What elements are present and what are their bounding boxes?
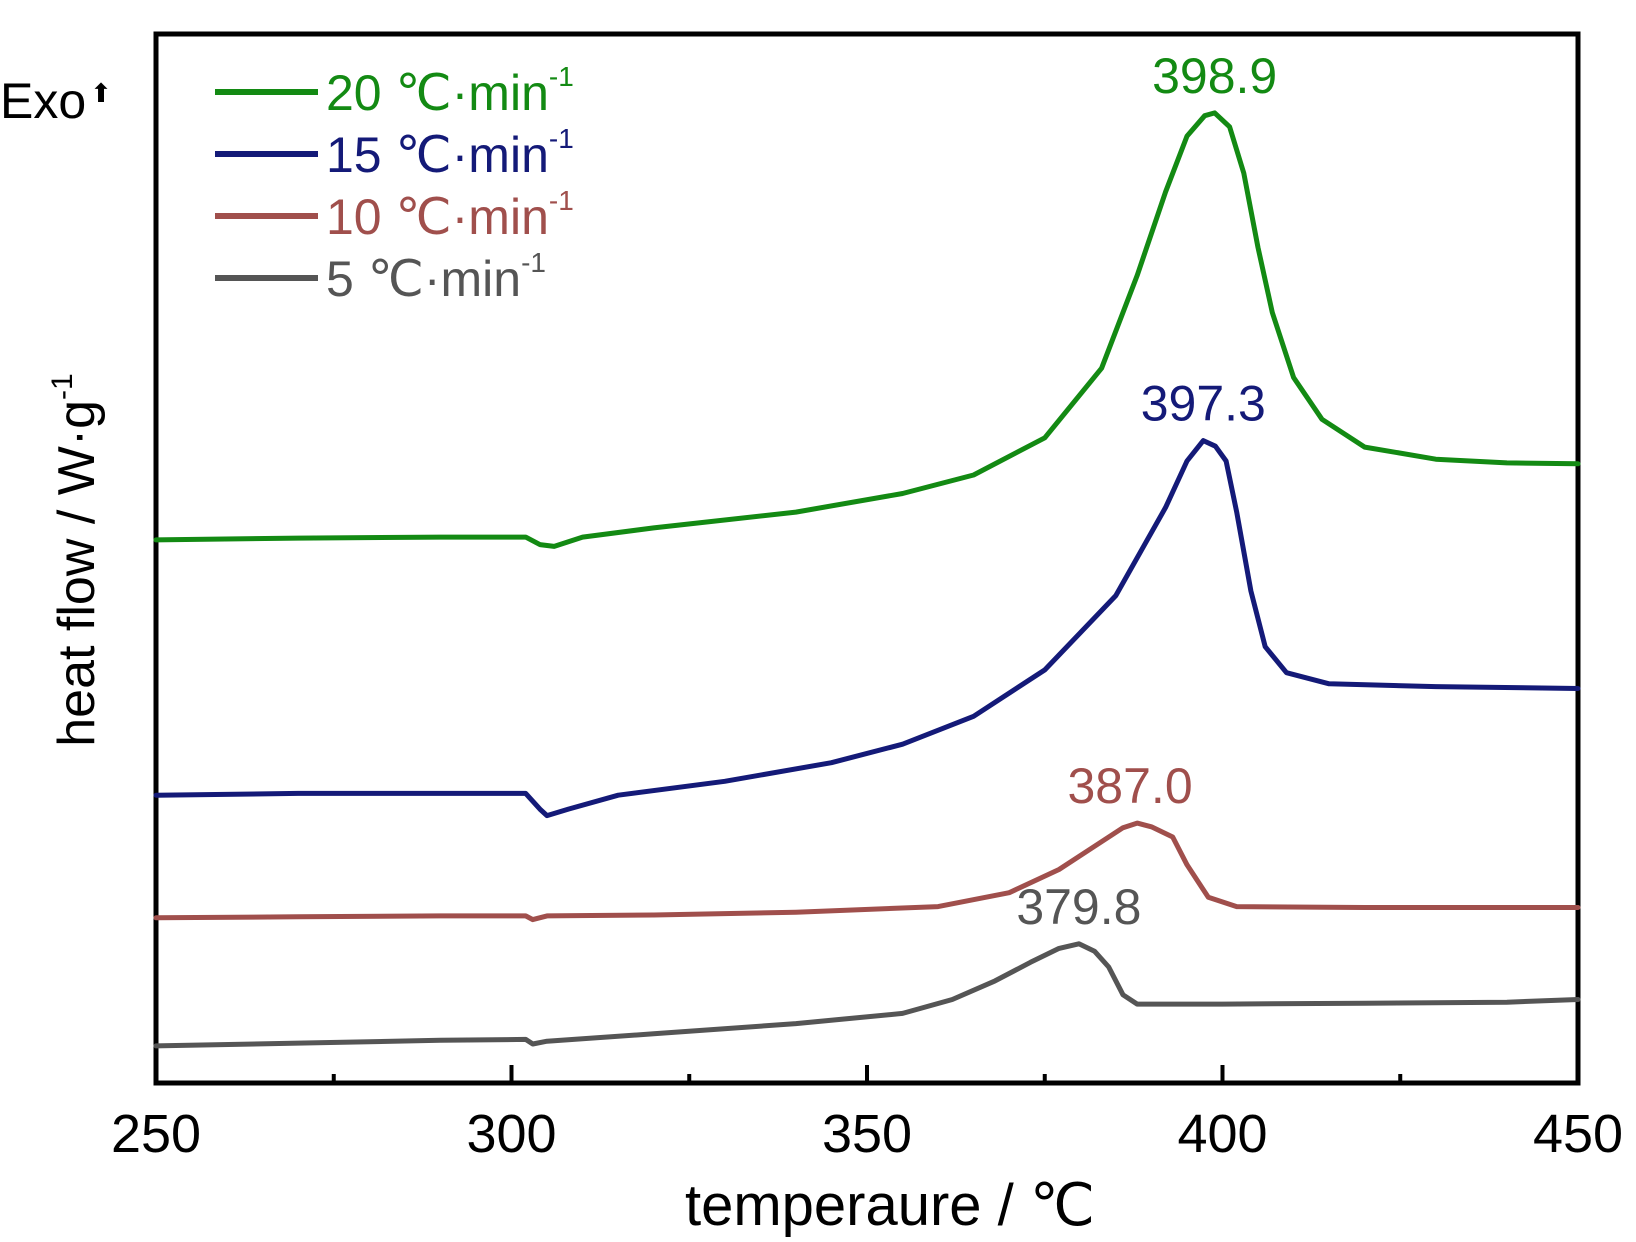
legend-entry-2: 10 ℃·min-1 <box>326 185 574 245</box>
series-line-1 <box>153 438 1581 819</box>
y-axis-label: heat flow / W·g-1 <box>46 373 106 746</box>
x-tick-label: 300 <box>466 1104 556 1164</box>
legend: 20 ℃·min-115 ℃·min-110 ℃·min-15 ℃·min-1 <box>215 61 574 307</box>
y-axis-label-text: heat flow / W·g <box>48 400 106 747</box>
legend-entry-text: 10 ℃·min <box>326 189 549 245</box>
legend-entry-3: 5 ℃·min-1 <box>326 247 546 307</box>
series-line-0 <box>153 110 1581 549</box>
peak-labels: 398.9 397.3 387.0 379.8 <box>1016 48 1277 935</box>
x-tick-label: 450 <box>1533 1104 1623 1164</box>
x-tick-label: 250 <box>111 1104 201 1164</box>
peak-label-0: 398.9 <box>1152 48 1277 104</box>
y-axis-label-superscript: -1 <box>46 373 79 400</box>
peak-label-2: 387.0 <box>1068 758 1193 814</box>
series-curves <box>153 110 1581 1049</box>
x-tick-label: 400 <box>1177 1104 1267 1164</box>
legend-entry-text: 5 ℃·min <box>326 251 521 307</box>
exo-arrow-icon: ⬆ <box>90 78 112 108</box>
x-tick-label: 350 <box>822 1104 912 1164</box>
y-axis-label-group: heat flow / W·g-1 <box>46 373 106 746</box>
exo-label: Exo ⬆ <box>0 73 112 129</box>
legend-entry-superscript: -1 <box>549 185 574 216</box>
legend-entry-1: 15 ℃·min-1 <box>326 123 574 183</box>
legend-entry-text: 15 ℃·min <box>326 127 549 183</box>
x-axis-label: temperaure / ℃ <box>685 1173 1095 1238</box>
peak-label-3: 379.8 <box>1016 879 1141 935</box>
exo-text: Exo <box>0 73 86 129</box>
legend-entry-text: 20 ℃·min <box>326 65 549 121</box>
peak-label-1: 397.3 <box>1141 376 1266 432</box>
legend-entry-superscript: -1 <box>549 61 574 92</box>
legend-entry-superscript: -1 <box>549 123 574 154</box>
series-line-2 <box>153 820 1581 923</box>
legend-entry-0: 20 ℃·min-1 <box>326 61 574 121</box>
legend-entry-superscript: -1 <box>521 247 546 278</box>
x-axis-ticks <box>331 1065 1403 1083</box>
series-line-3 <box>153 941 1581 1049</box>
x-axis-tick-labels: 250 300 350 400 450 <box>111 1104 1623 1164</box>
